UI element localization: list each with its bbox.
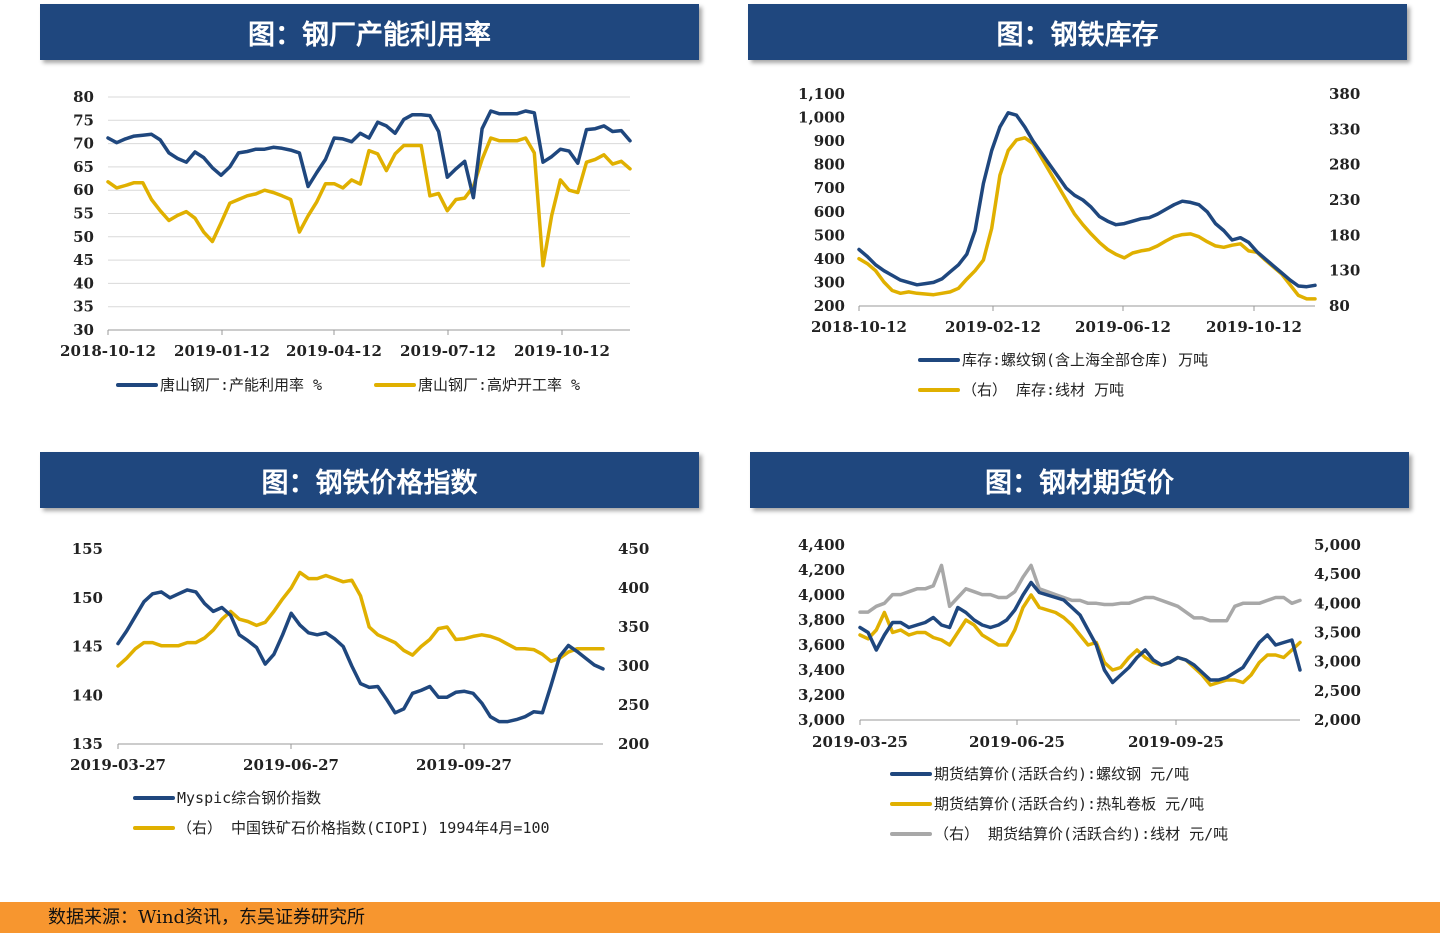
chart-title-inv: 图：钢铁库存: [748, 4, 1407, 60]
y-tick-label: 70: [73, 135, 94, 153]
series-line-2: [106, 136, 632, 268]
x-tick-label: 2019-06-12: [1075, 318, 1171, 336]
y2-tick-label: 230: [1329, 191, 1360, 209]
y-tick-label: 50: [73, 228, 94, 246]
x-tick-label: 2019-10-12: [1206, 318, 1302, 336]
y2-tick-label: 450: [618, 540, 649, 558]
y-tick-label: 400: [814, 250, 845, 268]
series-line-2: [116, 570, 605, 668]
x-tick-label: 2018-10-12: [811, 318, 907, 336]
legend-label: （右） 库存:线材 万吨: [962, 381, 1124, 399]
y-tick-label: 3,000: [798, 711, 845, 729]
y-tick-label: 150: [72, 589, 103, 607]
y-tick-label: 45: [73, 251, 94, 269]
y-tick-label: 155: [72, 540, 103, 558]
x-tick-label: 2019-02-12: [945, 318, 1041, 336]
y2-tick-label: 300: [618, 657, 649, 675]
y2-tick-label: 180: [1329, 226, 1360, 244]
y2-tick-label: 380: [1329, 85, 1360, 103]
source-text: 数据来源：Wind资讯，东吴证券研究所: [48, 907, 366, 928]
y2-tick-label: 3,500: [1314, 624, 1361, 642]
y-tick-label: 80: [73, 88, 94, 106]
y2-tick-label: 280: [1329, 156, 1360, 174]
y2-tick-label: 330: [1329, 120, 1360, 138]
y-tick-label: 600: [814, 203, 845, 221]
legend-label: 期货结算价(活跃合约):螺纹钢 元/吨: [934, 765, 1189, 783]
chart-title-price: 图：钢铁价格指数: [40, 452, 699, 508]
y2-tick-label: 2,500: [1314, 682, 1361, 700]
series-line-1: [858, 580, 1302, 685]
y-tick-label: 3,400: [798, 661, 845, 679]
y-tick-label: 500: [814, 226, 845, 244]
series-line-3: [858, 563, 1302, 623]
y2-tick-label: 2,000: [1314, 711, 1361, 729]
x-tick-label: 2019-10-12: [514, 342, 610, 360]
y2-tick-label: 400: [618, 579, 649, 597]
chart-title-futures: 图：钢材期货价: [750, 452, 1409, 508]
legend-label: （右） 中国铁矿石价格指数(CIOPI) 1994年4月=100: [177, 819, 550, 837]
y-tick-label: 4,400: [798, 536, 845, 554]
series-line-1: [106, 109, 632, 200]
y-tick-label: 140: [72, 686, 103, 704]
y-tick-label: 4,200: [798, 561, 845, 579]
y-tick-label: 3,800: [798, 611, 845, 629]
y-tick-label: 145: [72, 638, 103, 656]
x-tick-label: 2019-09-27: [416, 756, 512, 774]
y-tick-label: 3,600: [798, 636, 845, 654]
x-tick-label: 2019-06-25: [969, 733, 1065, 751]
series-line-1: [857, 111, 1317, 289]
y-tick-label: 1,000: [798, 109, 845, 127]
y-tick-label: 1,100: [798, 85, 845, 103]
x-tick-label: 2019-07-12: [400, 342, 496, 360]
y-tick-label: 30: [73, 321, 94, 339]
series-line-1: [116, 588, 605, 724]
charts-canvas: 30 35 40 45 50 55 60 65 70 75 80 2018-10-12 2019-01-…: [60, 85, 1361, 843]
x-tick-label: 2019-06-27: [243, 756, 339, 774]
x-tick-label: 2019-04-12: [286, 342, 382, 360]
y2-tick-label: 4,000: [1314, 594, 1361, 612]
y2-tick-label: 130: [1329, 262, 1360, 280]
y-tick-label: 900: [814, 132, 845, 150]
legend-label: （右） 期货结算价(活跃合约):线材 元/吨: [934, 825, 1228, 843]
y2-tick-label: 350: [618, 618, 649, 636]
x-tick-label: 2018-10-12: [60, 342, 156, 360]
y-tick-label: 700: [814, 179, 845, 197]
series-line-2: [858, 593, 1302, 687]
y2-tick-label: 250: [618, 696, 649, 714]
y-tick-label: 3,200: [798, 686, 845, 704]
y-tick-label: 4,000: [798, 586, 845, 604]
x-tick-label: 2019-09-25: [1128, 733, 1224, 751]
legend-label: 唐山钢厂:产能利用率 %: [160, 376, 322, 394]
y2-tick-label: 4,500: [1314, 565, 1361, 583]
y-tick-label: 200: [814, 297, 845, 315]
y-tick-label: 75: [73, 111, 94, 129]
y2-tick-label: 80: [1329, 297, 1350, 315]
y-tick-label: 35: [73, 298, 94, 316]
y-tick-label: 40: [73, 274, 94, 292]
y-tick-label: 55: [73, 205, 94, 223]
x-tick-label: 2019-01-12: [174, 342, 270, 360]
legend-label: Myspic综合钢价指数: [177, 789, 321, 807]
y-tick-label: 300: [814, 273, 845, 291]
x-tick-label: 2019-03-25: [812, 733, 908, 751]
y2-tick-label: 200: [618, 735, 649, 753]
y2-tick-label: 5,000: [1314, 536, 1361, 554]
x-tick-label: 2019-03-27: [70, 756, 166, 774]
y-tick-label: 60: [73, 181, 94, 199]
series-line-2: [857, 136, 1317, 301]
legend-label: 唐山钢厂:高炉开工率 %: [418, 376, 580, 394]
y-tick-label: 65: [73, 158, 94, 176]
chart-title-util: 图：钢厂产能利用率: [40, 4, 699, 60]
y-tick-label: 800: [814, 156, 845, 174]
footer-source: 数据来源：Wind资讯，东吴证券研究所: [0, 902, 1440, 933]
y-tick-label: 135: [72, 735, 103, 753]
legend-label: 库存:螺纹钢(含上海全部仓库) 万吨: [962, 351, 1208, 369]
y2-tick-label: 3,000: [1314, 653, 1361, 671]
legend-label: 期货结算价(活跃合约):热轧卷板 元/吨: [934, 795, 1204, 813]
